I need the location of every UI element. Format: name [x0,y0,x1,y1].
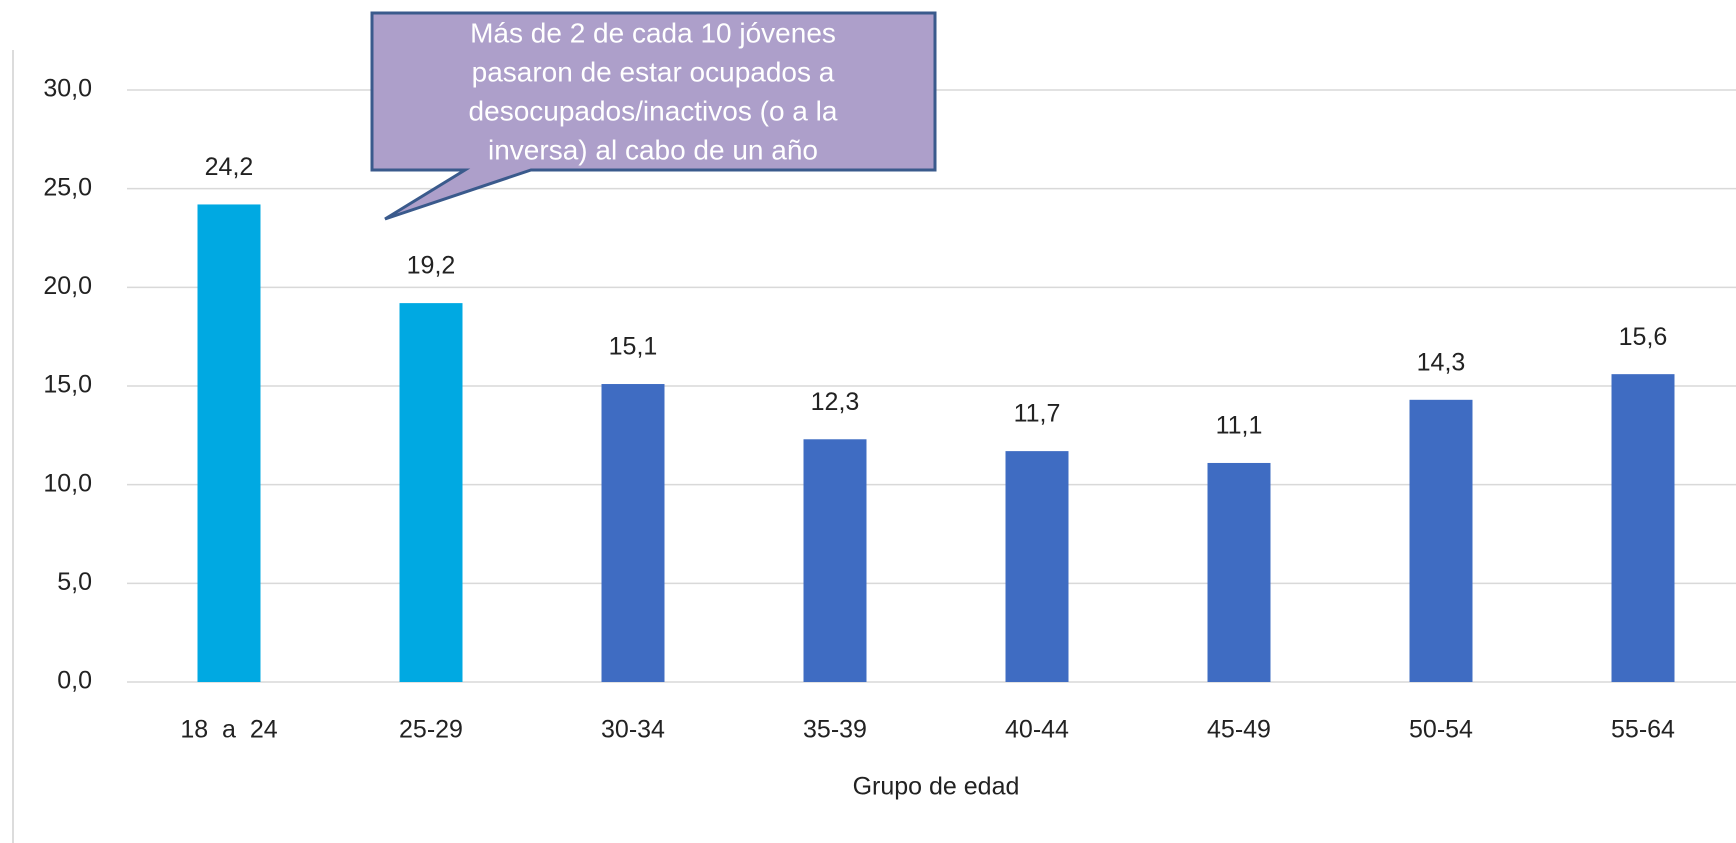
x-tick-label: 35-39 [803,716,867,744]
value-label: 14,3 [1417,348,1466,376]
bar [1207,462,1271,682]
bar [803,439,867,682]
y-tick-label: 30,0 [43,75,92,103]
bar [197,204,261,682]
y-tick-label: 0,0 [57,667,92,695]
x-tick-label: 30-34 [601,716,665,744]
x-tick-label: 55-64 [1611,716,1675,744]
bar [1409,399,1473,682]
x-tick-label: 40-44 [1005,716,1069,744]
callout-box [370,11,937,221]
callout-text: inversa) al cabo de un año [488,134,818,165]
value-label: 11,7 [1014,400,1061,428]
value-label: 15,1 [609,333,658,361]
value-label: 19,2 [407,252,456,280]
value-label: 11,1 [1216,412,1263,440]
callout-text: pasaron de estar ocupados a [472,56,835,87]
y-tick-label: 5,0 [57,568,92,596]
x-axis-title: Grupo de edad [853,773,1020,801]
bar [1611,374,1675,682]
y-tick-label: 10,0 [43,469,92,497]
callout: Más de 2 de cada 10 jóvenes pasaron de es… [370,11,937,221]
bar [601,384,665,682]
x-tick-label: 18 a 24 [180,716,277,744]
value-label: 24,2 [205,153,254,181]
y-tick-label: 20,0 [43,272,92,300]
callout-text: desocupados/inactivos (o a la [469,95,838,126]
x-tick-label: 25-29 [399,716,463,744]
bar [399,303,463,682]
x-tick-label: 50-54 [1409,716,1473,744]
x-tick-label: 45-49 [1207,716,1271,744]
value-label: 12,3 [811,388,860,416]
value-label: 15,6 [1619,323,1668,351]
y-tick-label: 15,0 [43,371,92,399]
y-tick-label: 25,0 [43,173,92,201]
callout-text: Más de 2 de cada 10 jóvenes [470,17,836,48]
bar [1005,451,1069,682]
